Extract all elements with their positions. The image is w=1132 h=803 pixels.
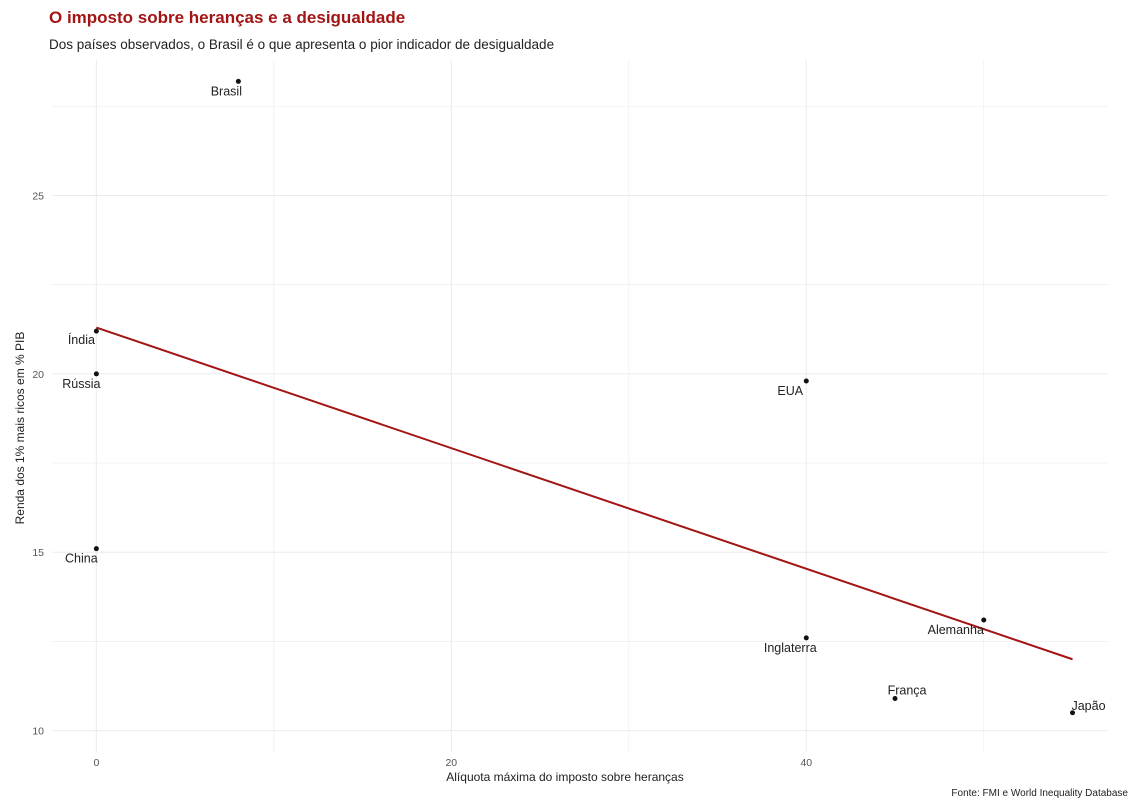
y-axis-title: Renda dos 1% mais ricos em % PIB bbox=[13, 332, 27, 525]
data-point bbox=[93, 371, 99, 377]
x-tick-label: 20 bbox=[445, 757, 457, 769]
x-tick-label: 40 bbox=[800, 757, 812, 769]
data-point bbox=[803, 378, 809, 384]
data-point bbox=[93, 328, 99, 334]
x-axis-title: Alíquota máxima do imposto sobre herança… bbox=[446, 770, 683, 784]
point-label: Índia bbox=[68, 332, 95, 347]
source-caption: Fonte: FMI e World Inequality Database bbox=[951, 788, 1128, 799]
data-point bbox=[93, 546, 99, 552]
point-label: China bbox=[65, 552, 98, 566]
y-tick-label: 15 bbox=[32, 547, 44, 559]
data-point bbox=[892, 695, 898, 701]
grid-lines bbox=[52, 60, 1108, 752]
point-label: Japão bbox=[1071, 699, 1105, 713]
data-point bbox=[1070, 710, 1076, 716]
point-label: França bbox=[888, 683, 927, 697]
point-label: Alemanha bbox=[928, 623, 984, 637]
data-points bbox=[93, 78, 1076, 716]
regression-line bbox=[96, 326, 1073, 661]
y-tick-label: 25 bbox=[32, 191, 44, 203]
point-label: Rússia bbox=[62, 377, 100, 391]
data-point bbox=[803, 635, 809, 641]
chart-subtitle: Dos países observados, o Brasil é o que … bbox=[49, 37, 555, 52]
y-tick-label: 10 bbox=[32, 726, 44, 738]
point-label: EUA bbox=[777, 384, 803, 398]
tick-labels: 0 20 40 10 15 20 25 bbox=[32, 191, 812, 769]
data-point bbox=[981, 617, 987, 623]
point-label: Inglaterra bbox=[764, 641, 817, 655]
chart-title: O imposto sobre heranças e a desigualdad… bbox=[49, 8, 406, 27]
point-labels: Brasil Índia Rússia China EUA Inglaterra Alema… bbox=[62, 84, 1105, 712]
point-label: Brasil bbox=[211, 84, 242, 98]
data-point bbox=[235, 78, 241, 84]
trend-line-layer bbox=[96, 326, 1073, 661]
y-tick-label: 20 bbox=[32, 369, 44, 381]
x-tick-label: 0 bbox=[93, 757, 99, 769]
